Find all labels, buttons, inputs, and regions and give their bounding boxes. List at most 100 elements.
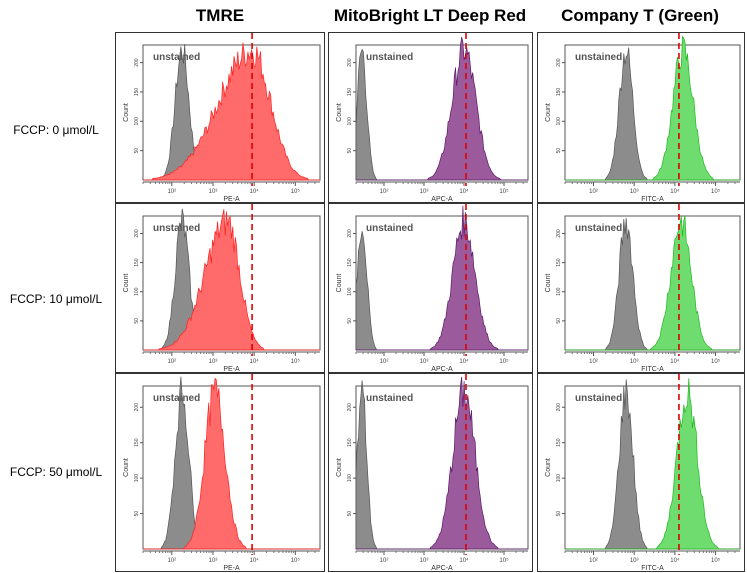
y-tick-label: 50	[347, 318, 353, 324]
unstained-label: unstained	[153, 52, 200, 63]
y-tick-label: 200	[134, 58, 140, 67]
y-axis-label: Count	[545, 458, 552, 477]
y-tick-label: 200	[347, 403, 353, 412]
unstained-label: unstained	[366, 393, 413, 404]
y-tick-label: 200	[347, 229, 353, 238]
y-tick-label: 50	[347, 511, 353, 517]
y-axis-label: Count	[123, 274, 130, 293]
unstained-histogram	[565, 47, 740, 181]
y-tick-label: 100	[556, 474, 562, 483]
y-tick-label: 50	[134, 148, 140, 154]
y-tick-label: 100	[134, 474, 140, 483]
y-tick-label: 150	[347, 258, 353, 267]
y-axis-label: Count	[336, 103, 343, 122]
x-tick-label: 10³	[420, 558, 429, 564]
y-tick-label: 200	[556, 229, 562, 238]
x-tick-label: 10³	[209, 359, 218, 365]
y-axis-label: Count	[336, 458, 343, 477]
x-tick-label: 10⁵	[499, 188, 509, 195]
plot-frame	[355, 385, 529, 550]
unstained-label: unstained	[575, 52, 622, 63]
stained-histogram	[143, 209, 320, 351]
x-axis-label: APC-A	[431, 366, 453, 373]
y-tick-label: 100	[347, 117, 353, 126]
y-tick-label: 100	[347, 287, 353, 296]
y-tick-label: 50	[134, 318, 140, 324]
x-tick-label: 10²	[380, 189, 389, 195]
y-tick-label: 200	[347, 58, 353, 67]
stained-histogram	[565, 378, 740, 550]
x-tick-label: 10²	[380, 359, 389, 365]
x-tick-label: 10⁵	[499, 557, 509, 564]
stained-histogram	[565, 215, 740, 351]
y-tick-label: 100	[347, 474, 353, 483]
x-tick-label: 10²	[167, 189, 176, 195]
y-tick-label: 150	[556, 88, 562, 97]
histogram-plot: 50 100 150 200 Count 10² 10³ 10⁴ 10⁵ APC-A unstain…	[336, 33, 529, 203]
x-tick-label: 10⁵	[291, 188, 301, 195]
x-tick-label: 10⁴	[670, 188, 680, 195]
x-tick-label: 10³	[630, 359, 639, 365]
x-axis-label: PE-A	[223, 565, 240, 572]
unstained-histogram	[565, 379, 740, 550]
unstained-histogram	[355, 380, 528, 550]
y-tick-label: 150	[556, 438, 562, 447]
x-tick-label: 10⁴	[670, 358, 680, 365]
x-axis-label: APC-A	[431, 565, 453, 572]
y-tick-label: 150	[347, 88, 353, 97]
x-tick-label: 10⁴	[250, 358, 260, 365]
y-tick-label: 100	[556, 117, 562, 126]
histogram-plot: 50 100 150 200 Count 10² 10³ 10⁴ 10⁵ FITC-A unstai…	[545, 374, 741, 572]
histogram-plot: 50 100 150 200 Count 10² 10³ 10⁴ 10⁵ PE-A unstaine…	[123, 33, 321, 203]
x-axis-label: PE-A	[223, 196, 240, 203]
y-tick-label: 150	[134, 258, 140, 267]
unstained-label: unstained	[575, 223, 622, 234]
histogram-panel: 50 100 150 200 Count 10² 10³ 10⁴ 10⁵ PE-A unstaine…	[115, 373, 325, 572]
y-tick-label: 100	[134, 287, 140, 296]
histogram-plot: 50 100 150 200 Count 10² 10³ 10⁴ 10⁵ PE-A unstaine…	[123, 204, 321, 373]
y-tick-label: 200	[134, 403, 140, 412]
y-axis-label: Count	[336, 274, 343, 293]
x-tick-label: 10⁵	[291, 557, 301, 564]
x-tick-label: 10³	[209, 558, 218, 564]
x-tick-label: 10³	[209, 189, 218, 195]
y-axis-label: Count	[545, 103, 552, 122]
x-tick-label: 10⁴	[250, 557, 260, 564]
y-tick-label: 50	[347, 148, 353, 154]
x-tick-label: 10⁵	[711, 557, 721, 564]
x-tick-label: 10⁴	[459, 557, 469, 564]
x-tick-label: 10³	[630, 558, 639, 564]
x-tick-label: 10⁴	[459, 188, 469, 195]
y-tick-label: 50	[556, 318, 562, 324]
histogram-plot: 50 100 150 200 Count 10² 10³ 10⁴ 10⁵ FITC-A unstai…	[545, 204, 741, 373]
column-header-mitobright: MitoBright LT Deep Red	[333, 6, 527, 25]
x-tick-label: 10⁵	[499, 358, 509, 365]
y-tick-label: 200	[556, 58, 562, 67]
unstained-label: unstained	[575, 393, 622, 404]
stained-histogram	[356, 376, 528, 550]
x-tick-label: 10³	[420, 189, 429, 195]
y-tick-label: 50	[556, 148, 562, 154]
x-tick-label: 10²	[589, 558, 598, 564]
histogram-panel: 50 100 150 200 Count 10² 10³ 10⁴ 10⁵ APC-A unstain…	[328, 32, 533, 203]
x-tick-label: 10²	[167, 558, 176, 564]
histogram-plot: 50 100 150 200 Count 10² 10³ 10⁴ 10⁵ APC-A unstain…	[336, 374, 529, 572]
y-tick-label: 50	[134, 511, 140, 517]
unstained-label: unstained	[153, 393, 200, 404]
x-axis-label: APC-A	[431, 196, 453, 203]
y-tick-label: 150	[556, 258, 562, 267]
histogram-panel: 50 100 150 200 Count 10² 10³ 10⁴ 10⁵ APC-A unstain…	[328, 373, 533, 572]
x-tick-label: 10⁴	[250, 188, 260, 195]
histogram-plot: 50 100 150 200 Count 10² 10³ 10⁴ 10⁵ FITC-A unstai…	[545, 33, 741, 203]
x-tick-label: 10²	[589, 189, 598, 195]
histogram-panel: 50 100 150 200 Count 10² 10³ 10⁴ 10⁵ APC-A unstain…	[328, 203, 533, 373]
histogram-plot: 50 100 150 200 Count 10² 10³ 10⁴ 10⁵ APC-A unstain…	[336, 204, 529, 373]
stained-histogram	[143, 377, 320, 550]
x-tick-label: 10³	[630, 189, 639, 195]
row-label-fccp-50: FCCP: 50 μmol/L	[9, 465, 103, 479]
x-tick-label: 10⁵	[711, 358, 721, 365]
histogram-panel: 50 100 150 200 Count 10² 10³ 10⁴ 10⁵ PE-A unstaine…	[115, 32, 325, 203]
histogram-panel: 50 100 150 200 Count 10² 10³ 10⁴ 10⁵ PE-A unstaine…	[115, 203, 325, 373]
y-tick-label: 50	[556, 511, 562, 517]
row-label-fccp-0: FCCP: 0 μmol/L	[13, 123, 99, 137]
